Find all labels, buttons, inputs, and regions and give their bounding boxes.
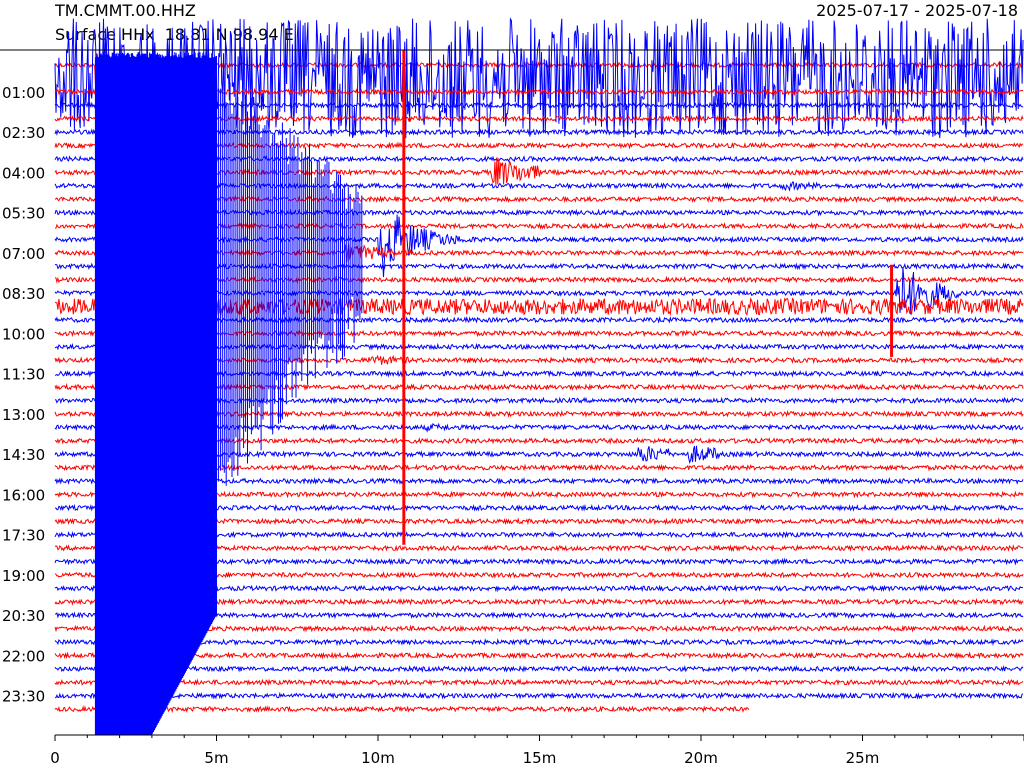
station-title: TM.CMMT.00.HHZ	[55, 1, 196, 20]
date-range: 2025-07-17 - 2025-07-18	[816, 1, 1018, 20]
y-tick-label: 17:30	[2, 527, 45, 545]
saturated-coda	[94, 52, 217, 735]
trace-line	[54, 651, 1024, 660]
y-axis-ticks: 01:00 02:30 04:00 05:30 07:00 08:30 10:00 11:30…	[2, 84, 45, 706]
decaying-coda	[216, 82, 363, 486]
x-tick-label: 20m	[684, 749, 718, 767]
trace-group	[54, 17, 1024, 735]
x-tick-label: 10m	[361, 749, 395, 767]
spike-group	[402, 50, 894, 545]
trace-line	[54, 624, 1024, 633]
trace-line	[54, 678, 1024, 687]
trace-line	[54, 611, 1024, 620]
y-tick-label: 02:30	[2, 124, 45, 142]
y-tick-label: 16:00	[2, 486, 45, 504]
y-tick-label: 19:00	[2, 567, 45, 585]
y-tick-label: 05:30	[2, 205, 45, 223]
x-tick-label: 5m	[204, 749, 228, 767]
trace-line	[54, 664, 1024, 674]
y-tick-label: 08:30	[2, 285, 45, 303]
y-tick-label: 10:00	[2, 325, 45, 343]
x-tick-label: 25m	[846, 749, 880, 767]
y-tick-label: 23:30	[2, 688, 45, 706]
x-tick-label: 15m	[523, 749, 557, 767]
x-tick-label: 0	[50, 749, 60, 767]
y-tick-label: 13:00	[2, 406, 45, 424]
trace-line	[54, 705, 750, 714]
trace-line	[54, 638, 1024, 647]
y-tick-label: 11:30	[2, 366, 45, 384]
trace-line	[54, 691, 1024, 700]
y-tick-label: 14:30	[2, 446, 45, 464]
y-tick-label: 01:00	[2, 84, 45, 102]
x-axis: 0 5m 10m 15m 20m 25m	[50, 734, 1024, 767]
y-tick-label: 22:00	[2, 647, 45, 665]
y-tick-label: 04:00	[2, 164, 45, 182]
y-tick-label: 07:00	[2, 245, 45, 263]
y-tick-label: 20:30	[2, 607, 45, 625]
